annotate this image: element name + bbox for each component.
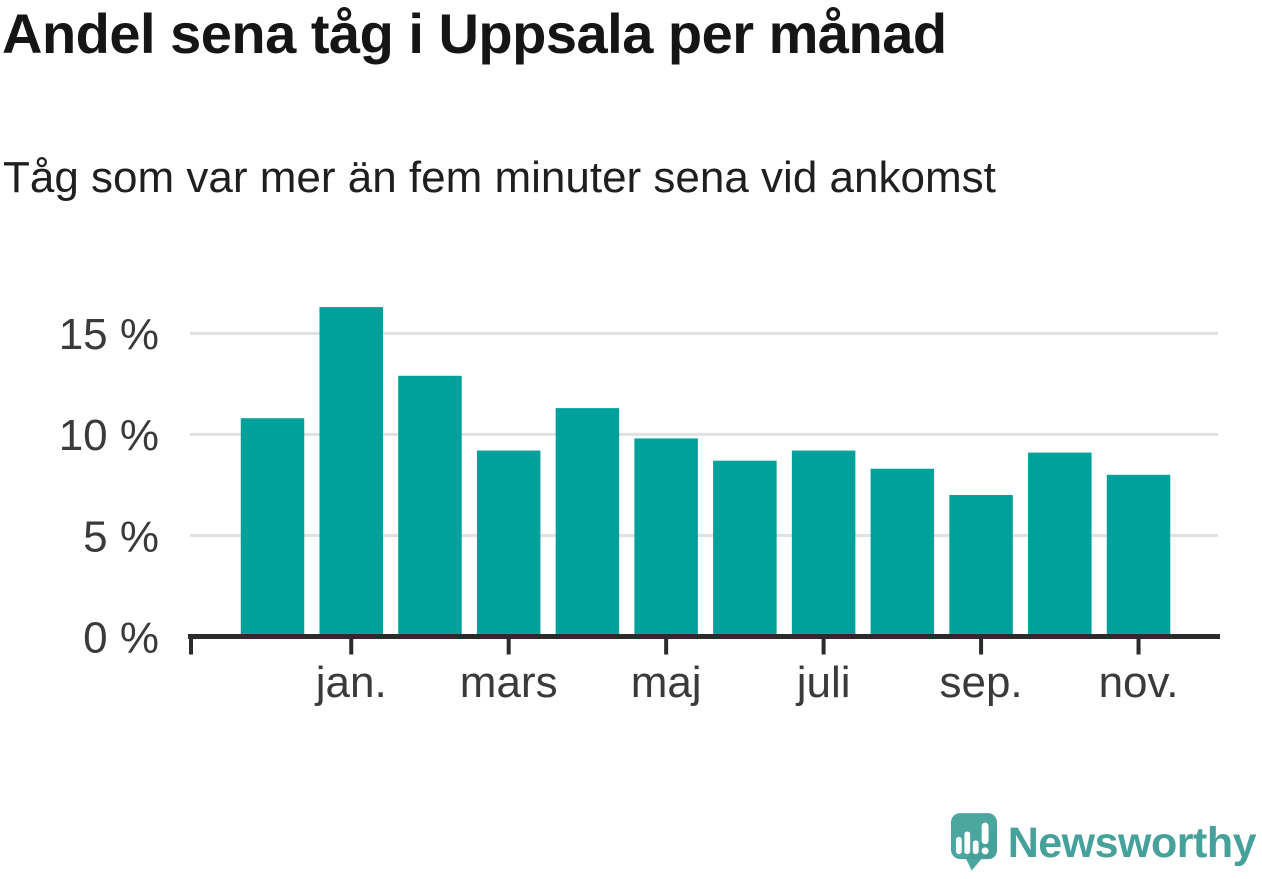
bar-apr. [555,408,620,639]
x-tick-label-jan.: jan. [314,658,387,707]
x-tick-label-maj: maj [631,658,702,707]
bar-juli [791,450,856,639]
bar-feb. [398,375,462,639]
y-tick-label-10: 10 % [59,411,159,460]
x-tick-label-juli: juli [795,658,851,707]
x-tick-label-mars: mars [460,658,558,707]
x-tick-label-nov.: nov. [1099,658,1179,707]
y-tick-label-15: 15 % [59,310,159,359]
bar-dec. [240,418,305,639]
brand-logo: Newsworthy [950,813,1257,873]
bar-sep. [949,495,1013,639]
bar-maj [634,438,698,639]
bar-okt. [1028,452,1092,639]
y-tick-label-0: 0 % [83,613,159,662]
x-tick-label-sep.: sep. [939,658,1022,707]
y-tick-label-5: 5 % [83,512,159,561]
bar-jan. [319,307,383,639]
bar-mars [476,450,541,639]
chart-title: Andel sena tåg i Uppsala per månad [2,2,947,65]
newsworthy-logo-icon [950,813,997,871]
bar-nov. [1106,474,1171,639]
bar-aug. [870,468,935,639]
chart-subtitle: Tåg som var mer än fem minuter sena vid … [3,153,996,202]
bar-juni [713,460,777,639]
brand-name: Newsworthy [1007,819,1257,867]
